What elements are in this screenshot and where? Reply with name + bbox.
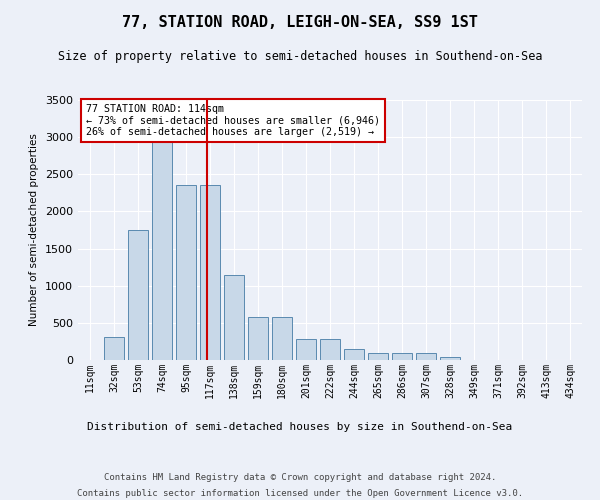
Bar [368, 352, 388, 360]
Bar [248, 318, 268, 360]
Bar [200, 186, 220, 360]
Bar [224, 274, 244, 360]
Bar [176, 186, 196, 360]
Text: Distribution of semi-detached houses by size in Southend-on-Sea: Distribution of semi-detached houses by … [88, 422, 512, 432]
Text: 77, STATION ROAD, LEIGH-ON-SEA, SS9 1ST: 77, STATION ROAD, LEIGH-ON-SEA, SS9 1ST [122, 15, 478, 30]
Bar [320, 339, 340, 360]
Bar [416, 354, 436, 360]
Text: Contains HM Land Registry data © Crown copyright and database right 2024.: Contains HM Land Registry data © Crown c… [104, 472, 496, 482]
Y-axis label: Number of semi-detached properties: Number of semi-detached properties [29, 134, 40, 326]
Text: 77 STATION ROAD: 114sqm
← 73% of semi-detached houses are smaller (6,946)
26% of: 77 STATION ROAD: 114sqm ← 73% of semi-de… [86, 104, 380, 137]
Bar [272, 318, 292, 360]
Bar [104, 337, 124, 360]
Bar [296, 339, 316, 360]
Bar [152, 137, 172, 360]
Text: Size of property relative to semi-detached houses in Southend-on-Sea: Size of property relative to semi-detach… [58, 50, 542, 63]
Bar [440, 357, 460, 360]
Bar [128, 230, 148, 360]
Bar [344, 349, 364, 360]
Text: Contains public sector information licensed under the Open Government Licence v3: Contains public sector information licen… [77, 489, 523, 498]
Bar [392, 354, 412, 360]
